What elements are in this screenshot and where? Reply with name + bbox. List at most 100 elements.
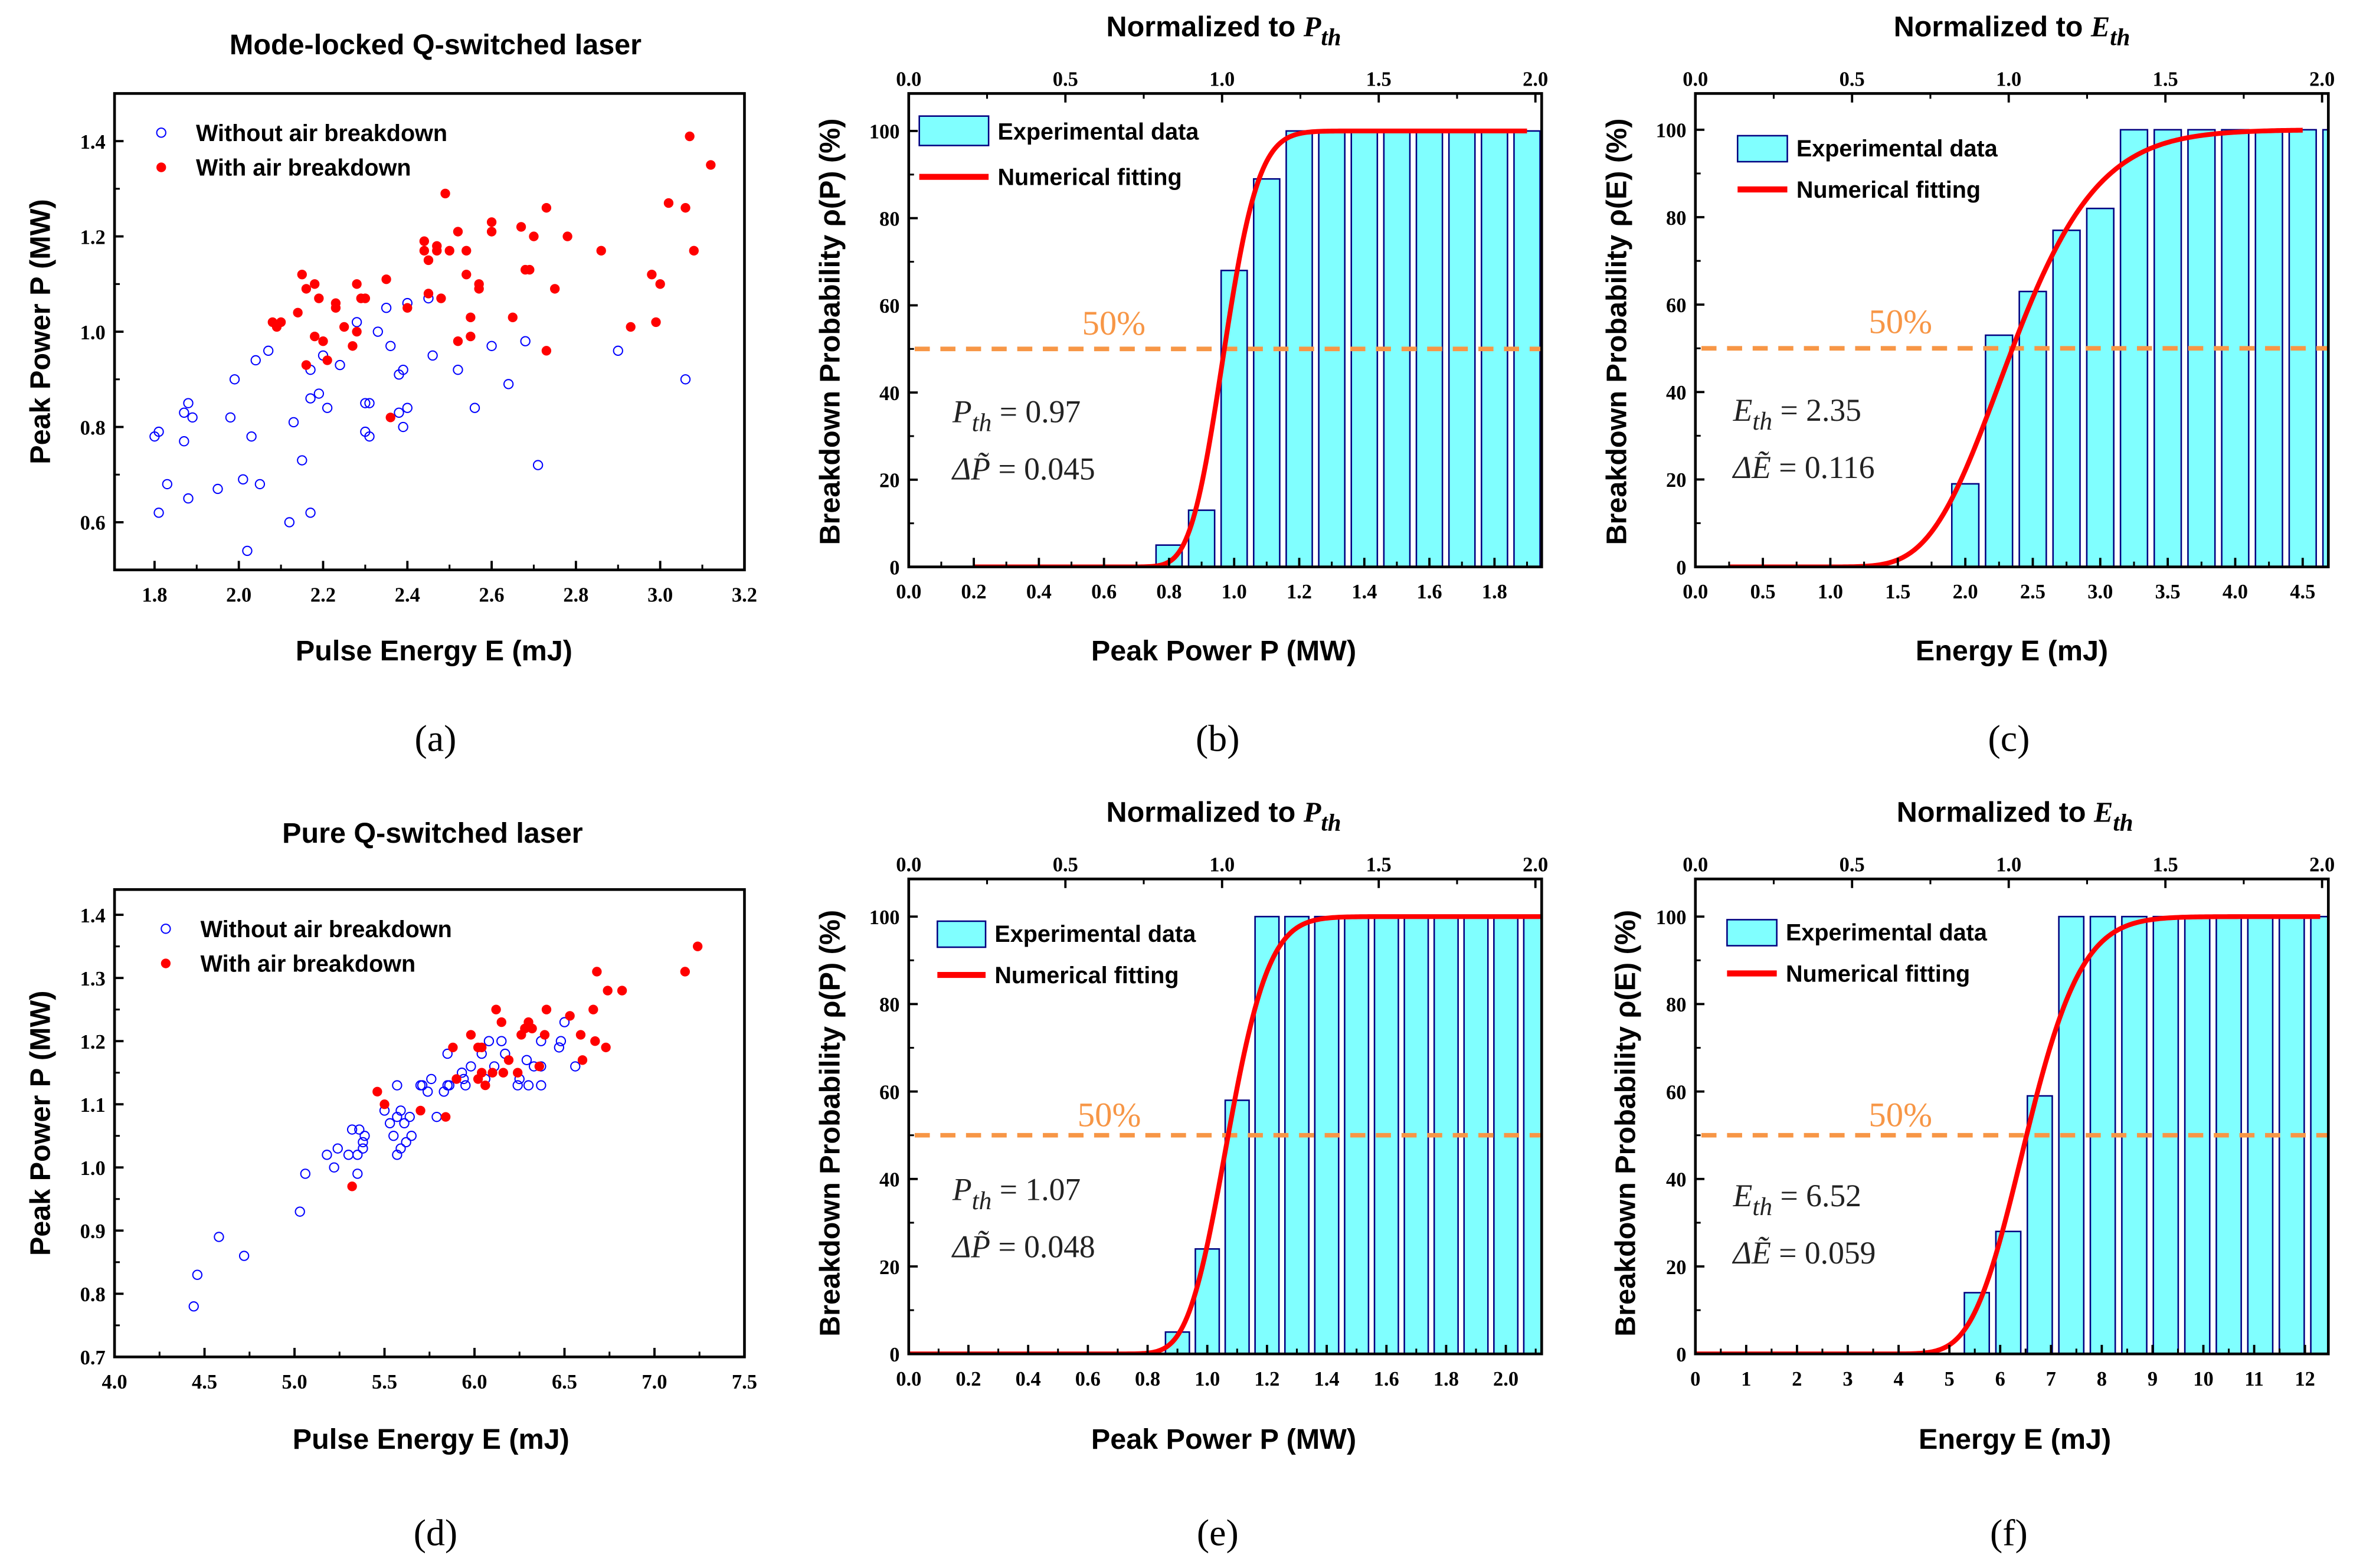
x-tick-label: 0.5 — [1750, 581, 1776, 603]
x-tick-label: 2.6 — [479, 584, 505, 606]
top-axis-title-text: Normalized to — [1894, 11, 2091, 42]
data-point-with-breakdown — [462, 245, 472, 256]
top-tick-label: 2.0 — [1523, 68, 1548, 91]
x-tick-label: 1.8 — [1482, 581, 1507, 603]
data-point-without-breakdown — [496, 1036, 507, 1046]
data-point-without-breakdown — [214, 1232, 224, 1242]
data-point-without-breakdown — [351, 317, 362, 328]
data-point-with-breakdown — [575, 1030, 586, 1040]
x-tick-label: 2 — [1792, 1368, 1802, 1390]
data-point-with-breakdown — [379, 1099, 390, 1109]
data-point-without-breakdown — [423, 1086, 433, 1097]
top-tick-label: 1.0 — [1996, 68, 2021, 91]
top-tick-label: 1.5 — [1366, 854, 1392, 876]
data-point-without-breakdown — [402, 402, 413, 413]
x-tick-label: 1.8 — [1433, 1368, 1459, 1390]
y-tick-label: 1.0 — [80, 1157, 106, 1180]
chart-title: Pure Q-switched laser — [282, 817, 583, 849]
legend-marker-filled — [156, 162, 166, 172]
data-point-without-breakdown — [532, 460, 544, 470]
top-axis-title: Normalized to Eth — [1894, 11, 2130, 50]
param-value: = 0.045 — [990, 451, 1095, 486]
fit-curve — [974, 128, 1527, 567]
x-tick-label: 0.2 — [961, 581, 987, 603]
data-point-with-breakdown — [626, 322, 636, 332]
top-axis-title-var: P — [1303, 11, 1321, 42]
top-axis-title-sub: th — [2110, 24, 2130, 51]
bar — [1194, 1248, 1220, 1354]
x-tick-label: 4.0 — [102, 1371, 127, 1393]
top-tick-label: 1.5 — [2153, 68, 2178, 91]
y-tick-label: 60 — [1666, 1081, 1686, 1104]
data-point-without-breakdown — [559, 1017, 570, 1027]
y-tick-label: 1.2 — [80, 226, 106, 248]
x-tick-label: 0.8 — [1135, 1368, 1160, 1390]
data-point-with-breakdown — [486, 227, 497, 237]
data-point-with-breakdown — [453, 227, 463, 237]
data-point-without-breakdown — [570, 1061, 581, 1072]
data-point-with-breakdown — [596, 245, 606, 256]
data-point-with-breakdown — [348, 341, 358, 351]
data-point-without-breakdown — [225, 412, 236, 423]
data-point-without-breakdown — [359, 1131, 370, 1141]
data-point-without-breakdown — [469, 402, 480, 413]
x-tick-label: 1.2 — [1254, 1368, 1279, 1390]
x-tick-label: 5.5 — [372, 1371, 397, 1393]
x-tick-label: 5 — [1945, 1368, 1955, 1390]
data-point-without-breakdown — [426, 1073, 437, 1085]
data-point-without-breakdown — [305, 393, 316, 404]
y-tick-label: 100 — [1656, 906, 1687, 929]
x-axis-title: Peak Power P (MW) — [1091, 635, 1356, 667]
x-tick-label: 0.6 — [1091, 581, 1117, 603]
data-point-without-breakdown — [358, 1137, 368, 1148]
data-point-with-breakdown — [440, 188, 450, 199]
panel-label: (b) — [1196, 717, 1239, 759]
top-axis-title-var: E — [2093, 797, 2113, 828]
x-tick-label: 4.0 — [2223, 581, 2248, 603]
plot-frame — [1694, 878, 2330, 1356]
y-axis-title: Peak Power P (MW) — [24, 991, 56, 1256]
data-point-without-breakdown — [442, 1048, 453, 1059]
y-axis-title: Breakdown Probability ρ(E) (%) — [1601, 119, 1632, 545]
data-point-with-breakdown — [516, 1030, 526, 1040]
fit-parameter: Eth = 2.35 — [1733, 392, 1861, 436]
data-point-with-breakdown — [381, 274, 391, 284]
param-value: = 0.048 — [990, 1229, 1095, 1265]
data-point-without-breakdown — [162, 479, 173, 490]
top-axis-title: Normalized to Eth — [1897, 796, 2133, 836]
top-tick-label: 0.0 — [896, 854, 921, 876]
data-point-without-breakdown — [555, 1036, 567, 1046]
data-point-with-breakdown — [508, 312, 518, 323]
bar — [2052, 229, 2081, 567]
data-point-without-breakdown — [460, 1080, 471, 1091]
data-point-without-breakdown — [153, 508, 164, 518]
data-point-with-breakdown — [322, 355, 332, 365]
data-point-with-breakdown — [352, 326, 362, 337]
fit-curve — [1695, 914, 2321, 1354]
param-symbol: P — [952, 1172, 972, 1207]
y-tick-label: 1.0 — [80, 322, 106, 344]
param-symbol: ΔP̃ — [951, 451, 990, 486]
fit-parameter: ΔẼ = 0.059 — [1732, 1235, 1876, 1271]
data-point-without-breakdown — [360, 398, 371, 408]
x-tick-label: 3.0 — [2087, 581, 2113, 603]
fit-curve — [1729, 127, 2303, 567]
data-point-with-breakdown — [541, 1004, 552, 1014]
x-tick-label: 2.2 — [310, 584, 336, 606]
y-tick-label: 0 — [889, 1344, 899, 1366]
top-tick-label: 0.0 — [1683, 854, 1708, 876]
data-point-with-breakdown — [525, 264, 535, 275]
data-point-with-breakdown — [565, 1011, 575, 1021]
data-point-without-breakdown — [364, 398, 375, 408]
legend-bar-swatch — [937, 920, 987, 948]
y-tick-label: 100 — [1656, 120, 1687, 142]
data-point-with-breakdown — [466, 312, 476, 323]
x-tick-label: 1.4 — [1314, 1368, 1340, 1390]
y-tick-label: 0.7 — [80, 1347, 106, 1369]
x-tick-label: 12 — [2295, 1368, 2315, 1390]
y-tick-label: 80 — [1666, 207, 1686, 230]
data-point-with-breakdown — [448, 1042, 458, 1053]
chart-title: Mode-locked Q-switched laser — [230, 29, 642, 61]
